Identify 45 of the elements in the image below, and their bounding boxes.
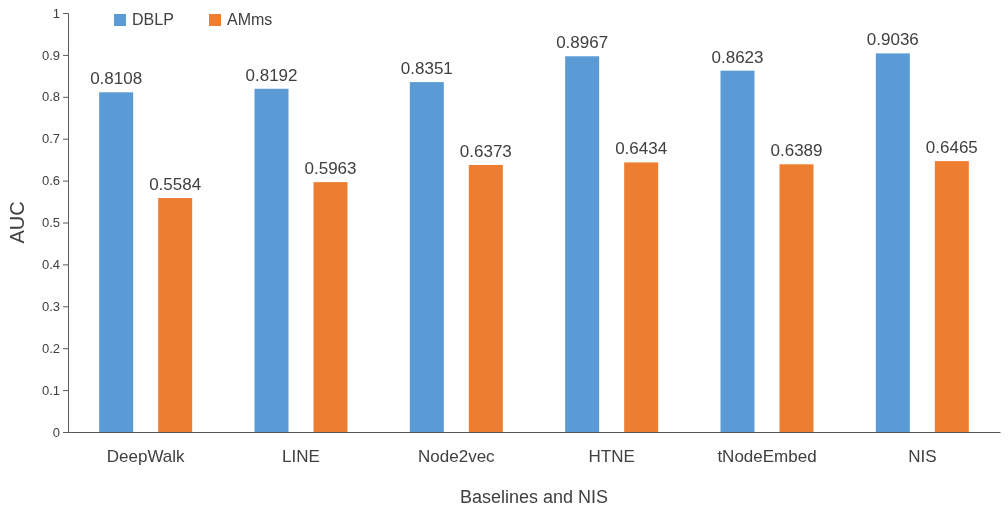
bar (875, 53, 910, 432)
bar (779, 164, 814, 432)
x-tick-label: LINE (282, 447, 320, 467)
x-tick-label: DeepWalk (106, 447, 186, 467)
bar (409, 82, 444, 432)
y-tick-label: 1 (52, 5, 60, 21)
y-tick-label: 0.3 (41, 298, 60, 314)
legend-label: DBLP (132, 11, 174, 28)
bar (158, 198, 193, 432)
y-tick-label: 0 (52, 424, 60, 440)
bar (313, 182, 348, 432)
y-tick-label: 0.4 (41, 257, 60, 273)
bar (934, 161, 969, 432)
data-label: 0.9036 (866, 30, 919, 50)
data-label: 0.6465 (925, 138, 978, 158)
data-label: 0.8623 (711, 47, 764, 67)
bar (565, 56, 600, 432)
data-label: 0.6434 (615, 139, 668, 159)
x-tick-label: Node2vec (418, 447, 496, 467)
y-tick-label: 0.9 (41, 47, 60, 63)
y-axis-title: AUC (6, 201, 28, 244)
x-tick-label: HTNE (588, 447, 635, 467)
y-tick-label: 0.5 (41, 215, 60, 231)
y-tick-label: 0.1 (41, 382, 60, 398)
bar (624, 162, 659, 432)
y-tick-label: 0.2 (41, 340, 60, 356)
legend-label: AMms (227, 11, 273, 28)
x-axis-title: Baselines and NIS (459, 487, 609, 507)
y-tick-label: 0.6 (41, 173, 60, 189)
data-label: 0.6389 (770, 141, 823, 161)
data-label: 0.5963 (304, 159, 357, 179)
y-tick-label: 0.8 (41, 89, 60, 105)
x-tick-label: tNodeEmbed (717, 447, 817, 467)
bar (468, 164, 503, 432)
data-label: 0.5584 (149, 175, 202, 195)
data-label: 0.6373 (459, 141, 512, 161)
data-label: 0.8108 (90, 69, 143, 89)
y-tick-label: 0.7 (41, 131, 60, 147)
bar (99, 92, 134, 432)
data-label: 0.8192 (245, 65, 298, 85)
x-tick-label: NIS (908, 447, 937, 467)
data-label: 0.8351 (400, 59, 453, 79)
bar (254, 88, 289, 432)
data-label: 0.8967 (556, 33, 609, 53)
bar (720, 70, 755, 432)
